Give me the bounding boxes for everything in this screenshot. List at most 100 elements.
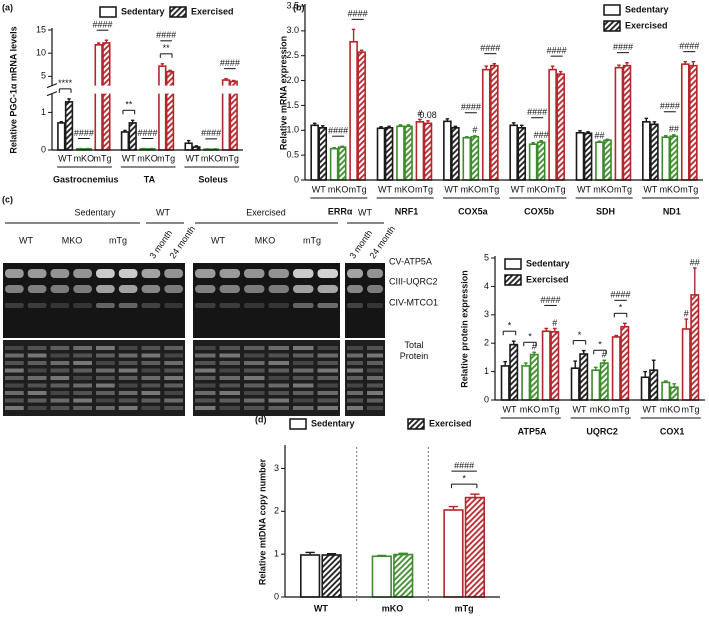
annotation: # [472,125,477,135]
group-label: COX5b [524,206,555,216]
y-tick-label: 1 [484,366,489,376]
blot-band [96,406,115,410]
group-label: Gastrocnemius [53,174,119,184]
blot-band [50,303,70,308]
blot-band [164,406,183,410]
blot-band [268,376,289,380]
annotation: ## [690,257,700,267]
blot-band [347,391,363,395]
bar [690,294,700,401]
bar [611,336,621,401]
blot-band [219,398,240,403]
blot-band [50,361,70,365]
legend-swatch [407,418,425,430]
blot-band [73,383,92,388]
blot-band [118,361,138,365]
blot-band [268,303,289,308]
blot-band [141,303,161,308]
bar [570,367,580,401]
blot-band [5,353,24,358]
y-tick-label: 0 [294,174,299,184]
group-label: COX1 [660,426,685,436]
annotation: #### [348,9,368,19]
blot-band [141,391,161,395]
blot-band [293,376,314,380]
blot-band [347,383,363,388]
bar [650,123,659,181]
bar [57,122,66,151]
blot-band [50,269,70,278]
blot-group: WT [358,207,372,217]
bar [642,121,651,181]
blot-band [268,398,289,403]
annotation: #### [201,128,221,138]
bar [669,386,679,401]
blot-band [141,285,161,293]
blot-image [193,263,340,338]
blot-band [268,285,289,293]
bar [329,147,339,181]
annotation: # [552,318,557,328]
y-tick-label: 1.0 [286,125,299,135]
blot-band [317,391,338,395]
bar [680,63,690,181]
annotation: #### [137,128,157,138]
blot-band [244,368,265,373]
blot-band [5,376,24,380]
blot-band [141,406,161,410]
bar [184,142,193,151]
blot-band [73,361,92,365]
blot-band [73,303,92,308]
blot-band [141,383,161,388]
x-tick-label: mTg [680,184,698,194]
blot-band [317,285,338,293]
blot-band [347,353,363,358]
axis-break [46,85,245,94]
panel-label: (d) [255,414,267,424]
y-axis-label: Relative PGC-1α mRNA levels [8,26,18,153]
age-label: 24 month [167,224,197,260]
y-tick-label: 1.5 [286,100,299,110]
bar [622,64,632,181]
blot-band [293,368,314,373]
bar [481,68,491,181]
legend-label: Exercised [191,6,234,16]
blot-band [367,269,383,278]
y-tick-label: 2 [484,338,489,348]
blot-band [293,269,314,278]
blot-band [244,406,265,410]
blot-band [164,303,183,308]
bar [396,125,405,181]
blot-band [118,269,138,278]
annotation: #### [547,46,567,56]
blot-group: Sedentary [74,207,116,217]
group-label: COX5a [458,206,489,216]
legend-label: Sedentary [526,258,570,268]
blot-band [96,346,115,350]
bar [620,325,630,401]
blot-band [347,368,363,373]
blot-band [219,285,240,293]
blot-band [96,398,115,403]
y-axis-label: Relative mRNA expression [278,36,288,150]
bar [393,553,414,598]
band-label: CV-ATP5A [389,256,432,266]
age-label: 24 month [367,224,397,260]
blot-band [50,346,70,350]
annotation: #### [328,126,348,136]
y-tick-label: 5 [484,252,489,262]
bar [102,42,111,151]
x-tick-label: mTg [614,184,632,194]
bar [603,139,612,181]
blot-band [317,398,338,403]
blot-band [118,391,138,395]
bar [415,121,425,181]
blot-band [164,346,183,350]
group-label: ND1 [663,206,681,216]
legend-label: Sedentary [311,418,355,428]
bar [64,101,74,151]
blot-band [164,361,183,365]
blot-band [5,346,24,350]
y-tick-label: 2.5 [286,50,299,60]
